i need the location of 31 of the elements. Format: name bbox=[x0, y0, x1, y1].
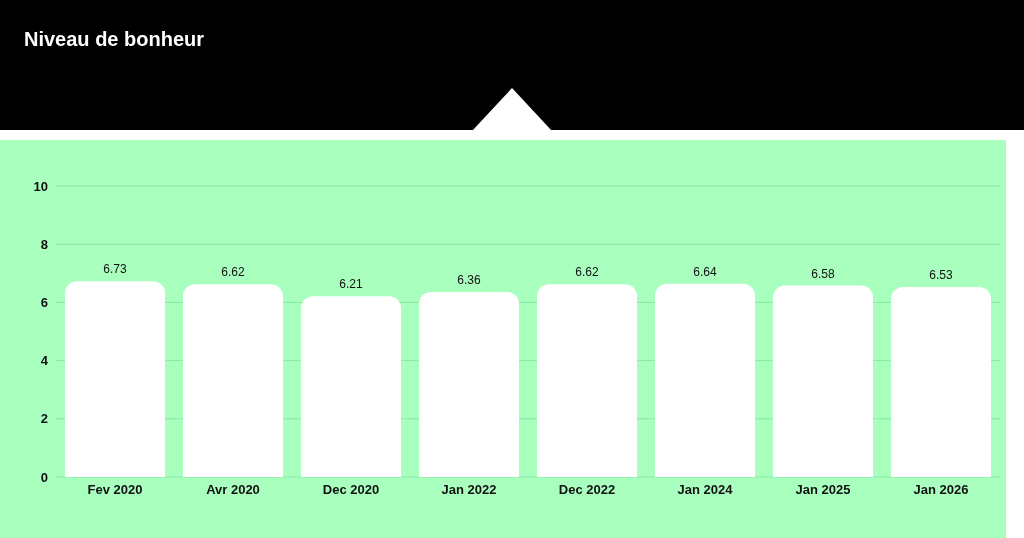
x-tick-label: Jan 2024 bbox=[677, 482, 734, 498]
bar bbox=[537, 284, 637, 477]
y-tick-label: 4 bbox=[40, 353, 49, 369]
x-tick-label: Jan 2025 bbox=[795, 482, 851, 498]
x-tick-label: Dec 2022 bbox=[558, 482, 616, 498]
x-tick-label: Fev 2020 bbox=[87, 482, 143, 498]
data-label: 6.62 bbox=[221, 265, 245, 280]
y-tick-label: 2 bbox=[40, 411, 48, 427]
x-tick-label: Jan 2022 bbox=[441, 482, 497, 498]
data-label: 6.73 bbox=[103, 262, 127, 277]
chart-title: Niveau de bonheur bbox=[24, 28, 205, 51]
y-tick-label: 10 bbox=[33, 178, 48, 194]
data-label: 6.53 bbox=[929, 267, 953, 282]
data-label: 6.36 bbox=[457, 272, 481, 287]
data-label: 6.62 bbox=[575, 265, 599, 280]
x-tick-label: Dec 2020 bbox=[322, 482, 380, 498]
bar bbox=[301, 296, 401, 477]
data-label: 6.21 bbox=[339, 277, 363, 292]
x-tick-label: Avr 2020 bbox=[206, 482, 260, 498]
bar bbox=[65, 281, 165, 477]
bar bbox=[655, 283, 755, 477]
bar bbox=[183, 284, 283, 477]
y-tick-label: 0 bbox=[40, 469, 48, 485]
bar bbox=[419, 291, 519, 477]
bar bbox=[773, 285, 873, 477]
bar bbox=[891, 286, 991, 477]
y-tick-label: 8 bbox=[40, 236, 48, 252]
x-tick-label: Jan 2026 bbox=[913, 482, 969, 498]
data-label: 6.58 bbox=[811, 266, 835, 281]
data-label: 6.64 bbox=[693, 264, 717, 279]
y-tick-label: 6 bbox=[40, 295, 48, 311]
